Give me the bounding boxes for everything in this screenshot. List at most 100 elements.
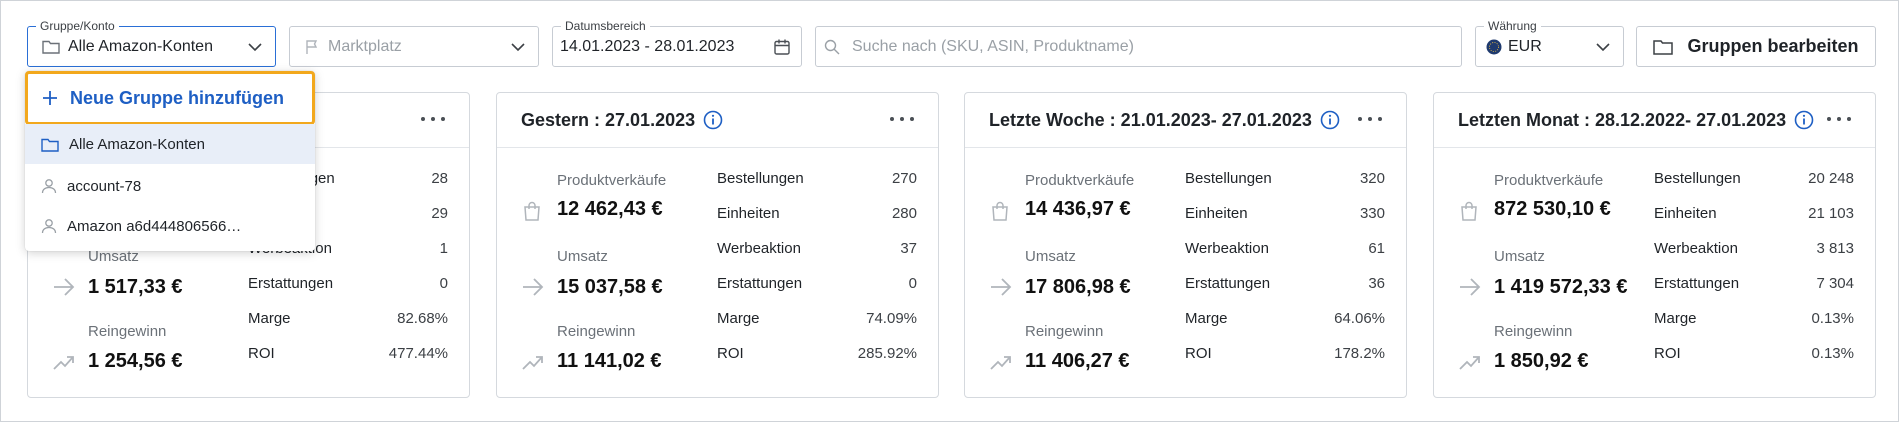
stat-row-margin: Marge 64.06% bbox=[1185, 310, 1385, 330]
stat-row-orders: Bestellungen 270 bbox=[717, 170, 917, 190]
add-group-button[interactable]: Neue Gruppe hinzufügen bbox=[25, 71, 315, 125]
group-account-select[interactable]: Gruppe/Konto Alle Amazon-Konten bbox=[27, 19, 276, 67]
stat-row-margin: Marge 82.68% bbox=[248, 310, 448, 330]
metric-value: 1 850,92 € bbox=[1494, 350, 1589, 372]
stat-label: Einheiten bbox=[1185, 205, 1248, 222]
stat-value: 82.68% bbox=[397, 310, 448, 327]
search-icon bbox=[824, 39, 840, 55]
trending-up-icon bbox=[1458, 350, 1482, 377]
dropdown-item-label: Alle Amazon-Konten bbox=[69, 135, 205, 153]
metric-block: Reingewinn 1 254,56 € bbox=[52, 148, 242, 398]
more-options-button[interactable] bbox=[1358, 109, 1382, 129]
stat-row-orders: Bestellungen 320 bbox=[1185, 170, 1385, 190]
trending-up-icon bbox=[521, 350, 545, 377]
metric-label: Reingewinn bbox=[557, 323, 636, 340]
metric-block: Umsatz 1 517,33 € bbox=[52, 148, 242, 398]
marketplace-placeholder: Marktplatz bbox=[328, 37, 402, 55]
flag-icon bbox=[304, 39, 320, 55]
stat-label: Marge bbox=[1185, 310, 1228, 327]
metric-label: Produktverkäufe bbox=[557, 172, 667, 189]
metric-value: 12 462,43 € bbox=[557, 198, 663, 220]
stat-row-units: Einheiten 21 103 bbox=[1654, 205, 1854, 225]
metric-value: 1 254,56 € bbox=[88, 350, 183, 372]
plus-icon bbox=[43, 91, 57, 105]
metric-label: Umsatz bbox=[1494, 248, 1545, 265]
stat-label: Marge bbox=[717, 310, 760, 327]
more-options-button[interactable] bbox=[421, 109, 445, 129]
metric-block: Produktverkäufe 12 462,43 € bbox=[521, 148, 711, 398]
chevron-down-icon bbox=[248, 43, 262, 52]
metric-label: Reingewinn bbox=[1025, 323, 1104, 340]
metric-label: Produktverkäufe bbox=[1025, 172, 1135, 189]
stat-value: 0 bbox=[439, 275, 448, 292]
dropdown-item-account[interactable]: account-78 bbox=[25, 166, 315, 206]
metric-value: 14 436,97 € bbox=[1025, 198, 1131, 220]
stat-label: ROI bbox=[1654, 345, 1681, 362]
metric-block: Reingewinn 11 141,02 € bbox=[521, 148, 711, 398]
currency-value: EUR bbox=[1508, 37, 1542, 55]
folder-icon bbox=[41, 138, 59, 152]
stat-value: 1 bbox=[439, 240, 448, 257]
more-options-button[interactable] bbox=[890, 109, 914, 129]
arrow-right-icon bbox=[1458, 276, 1482, 303]
dropdown-item-all-accounts[interactable]: Alle Amazon-Konten bbox=[25, 124, 315, 164]
stat-row-roi: ROI 477.44% bbox=[248, 345, 448, 365]
stat-value: 0 bbox=[908, 275, 917, 292]
dropdown-item-account[interactable]: Amazon a6d444806566… bbox=[25, 206, 315, 246]
shopping-bag-icon bbox=[1458, 200, 1480, 227]
stat-label: Werbeaktion bbox=[717, 240, 801, 257]
group-account-dropdown: Neue Gruppe hinzufügen Alle Amazon-Konte… bbox=[25, 71, 315, 251]
marketplace-select[interactable]: Marktplatz bbox=[289, 26, 539, 67]
metric-label: Umsatz bbox=[1025, 248, 1076, 265]
stat-label: Erstattungen bbox=[1654, 275, 1740, 292]
stat-row-promotion: Werbeaktion 37 bbox=[717, 240, 917, 260]
date-range-label: Datumsbereich bbox=[561, 19, 650, 33]
card-header: Letzten Monat : 28.12.2022- 27.01.2023 bbox=[1434, 93, 1875, 148]
more-options-button[interactable] bbox=[1827, 109, 1851, 129]
metric-value: 1 419 572,33 € bbox=[1494, 276, 1628, 298]
metric-block: Produktverkäufe 14 436,97 € bbox=[989, 148, 1179, 398]
edit-groups-button[interactable]: Gruppen bearbeiten bbox=[1636, 26, 1876, 67]
date-range-field[interactable]: Datumsbereich 14.01.2023 - 28.01.2023 bbox=[552, 19, 802, 67]
metric-block: Produktverkäufe 872 530,10 € bbox=[1458, 148, 1648, 398]
add-group-label: Neue Gruppe hinzufügen bbox=[70, 87, 284, 108]
shopping-bag-icon bbox=[989, 200, 1011, 227]
summary-card: Letzte Woche : 21.01.2023- 27.01.2023 Pro… bbox=[964, 92, 1407, 398]
stat-label: Bestellungen bbox=[717, 170, 804, 187]
dropdown-item-label: Amazon a6d444806566… bbox=[67, 217, 242, 235]
stat-value: 28 bbox=[431, 170, 448, 187]
info-icon[interactable] bbox=[1320, 110, 1340, 130]
metric-block: Umsatz 1 419 572,33 € bbox=[1458, 148, 1648, 398]
stat-label: Erstattungen bbox=[717, 275, 803, 292]
stat-label: ROI bbox=[1185, 345, 1212, 362]
stat-label: Bestellungen bbox=[1185, 170, 1272, 187]
card-header: Gestern : 27.01.2023 bbox=[497, 93, 938, 148]
summary-card: Gestern : 27.01.2023 Produktverkäufe 12 46… bbox=[496, 92, 939, 398]
stat-row-roi: ROI 0.13% bbox=[1654, 345, 1854, 365]
info-icon[interactable] bbox=[703, 110, 723, 130]
stat-row-orders: Bestellungen 20 248 bbox=[1654, 170, 1854, 190]
currency-select[interactable]: Währung EUR bbox=[1475, 19, 1624, 67]
metric-label: Umsatz bbox=[88, 248, 139, 265]
search-placeholder: Suche nach (SKU, ASIN, Produktname) bbox=[852, 37, 1134, 55]
stat-row-promotion: Werbeaktion 3 813 bbox=[1654, 240, 1854, 260]
metric-label: Reingewinn bbox=[88, 323, 167, 340]
metric-value: 11 141,02 € bbox=[557, 350, 662, 372]
stat-row-units: Einheiten 330 bbox=[1185, 205, 1385, 225]
stat-value: 20 248 bbox=[1808, 170, 1854, 187]
chevron-down-icon bbox=[1596, 43, 1610, 52]
stat-value: 280 bbox=[891, 205, 917, 222]
stat-row-refunds: Erstattungen 0 bbox=[248, 275, 448, 295]
arrow-right-icon bbox=[521, 276, 545, 303]
product-search-field[interactable]: Suche nach (SKU, ASIN, Produktname) bbox=[815, 26, 1462, 67]
calendar-icon[interactable] bbox=[773, 38, 791, 56]
stat-value: 0.13% bbox=[1811, 345, 1854, 362]
stat-label: Erstattungen bbox=[248, 275, 334, 292]
stat-value: 0.13% bbox=[1811, 310, 1854, 327]
info-icon[interactable] bbox=[1794, 110, 1814, 130]
stat-label: Marge bbox=[1654, 310, 1697, 327]
group-account-value: Alle Amazon-Konten bbox=[68, 37, 213, 55]
metric-value: 17 806,98 € bbox=[1025, 276, 1131, 298]
stat-row-margin: Marge 0.13% bbox=[1654, 310, 1854, 330]
